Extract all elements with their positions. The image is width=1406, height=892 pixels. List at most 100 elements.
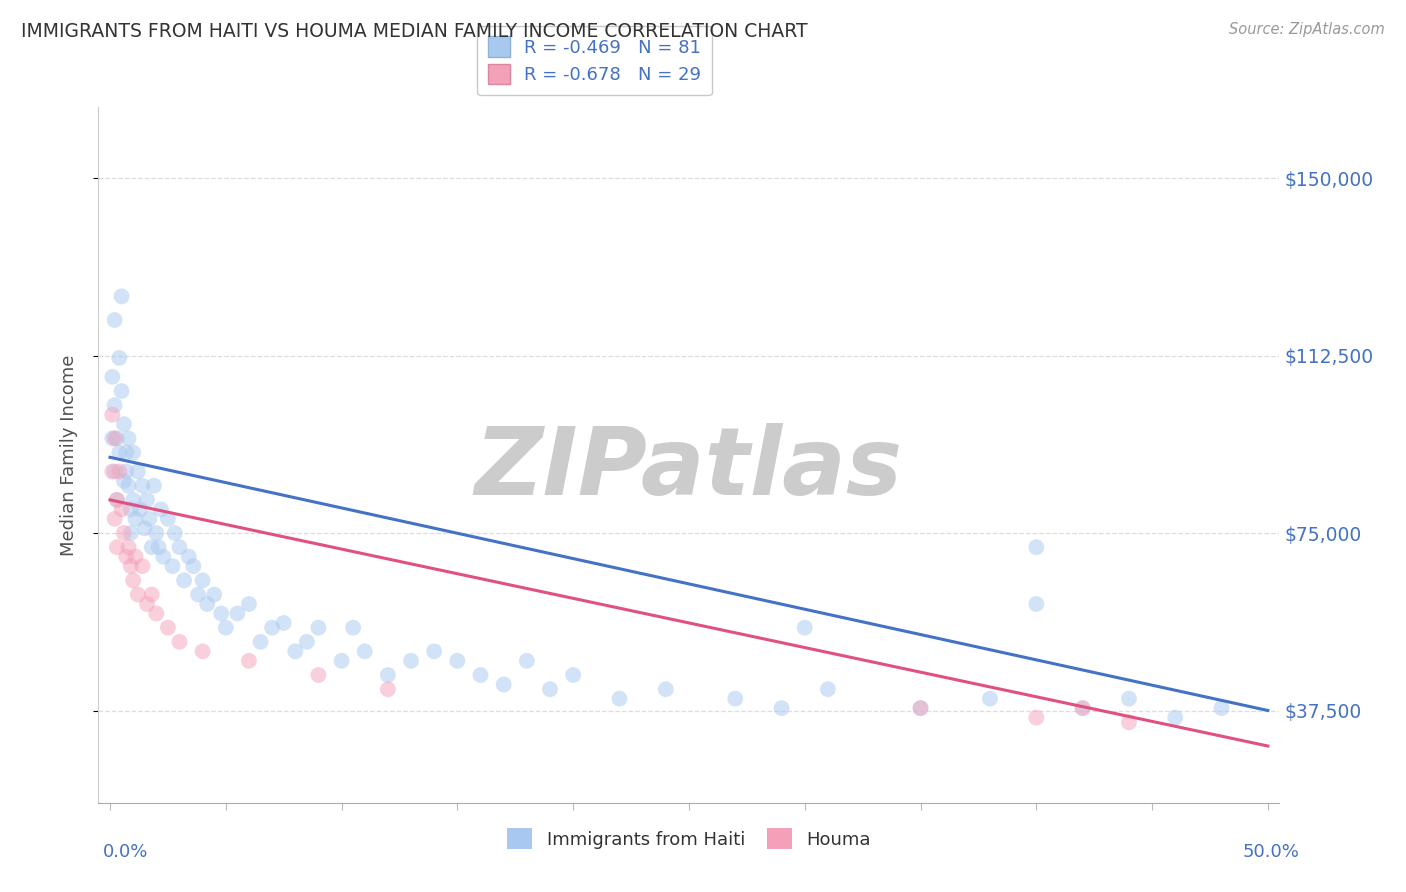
Point xyxy=(127,588,149,602)
Point xyxy=(105,431,128,445)
Point xyxy=(101,465,124,479)
Point xyxy=(1025,540,1047,554)
Point xyxy=(399,654,422,668)
Point xyxy=(110,384,132,398)
Point xyxy=(112,474,135,488)
Point xyxy=(145,607,167,621)
Point xyxy=(138,512,160,526)
Point xyxy=(262,621,284,635)
Point xyxy=(249,635,271,649)
Point xyxy=(538,682,561,697)
Point xyxy=(162,559,184,574)
Point xyxy=(195,597,218,611)
Point xyxy=(209,607,232,621)
Point xyxy=(226,607,249,621)
Point xyxy=(446,654,468,668)
Point xyxy=(156,512,179,526)
Point xyxy=(131,478,153,492)
Point xyxy=(1211,701,1233,715)
Point xyxy=(979,691,1001,706)
Point xyxy=(101,408,124,422)
Point xyxy=(104,313,127,327)
Point xyxy=(655,682,678,697)
Point xyxy=(342,621,364,635)
Point xyxy=(163,526,186,541)
Point xyxy=(112,417,135,432)
Point xyxy=(122,492,145,507)
Point xyxy=(609,691,631,706)
Point xyxy=(377,682,399,697)
Point xyxy=(141,540,163,554)
Point xyxy=(330,654,353,668)
Point xyxy=(152,549,174,564)
Point xyxy=(136,492,159,507)
Point xyxy=(105,492,128,507)
Point xyxy=(177,549,200,564)
Point xyxy=(910,701,932,715)
Point xyxy=(105,540,128,554)
Y-axis label: Median Family Income: Median Family Income xyxy=(59,354,77,556)
Point xyxy=(104,398,127,412)
Point xyxy=(108,465,131,479)
Point xyxy=(117,540,139,554)
Point xyxy=(1071,701,1094,715)
Point xyxy=(110,502,132,516)
Point xyxy=(307,668,329,682)
Point xyxy=(156,621,179,635)
Text: Source: ZipAtlas.com: Source: ZipAtlas.com xyxy=(1229,22,1385,37)
Point xyxy=(120,526,142,541)
Point xyxy=(793,621,815,635)
Text: 50.0%: 50.0% xyxy=(1243,843,1299,861)
Point xyxy=(470,668,492,682)
Point xyxy=(173,574,195,588)
Point xyxy=(108,445,131,459)
Point xyxy=(149,502,172,516)
Point xyxy=(117,431,139,445)
Point xyxy=(724,691,747,706)
Text: IMMIGRANTS FROM HAITI VS HOUMA MEDIAN FAMILY INCOME CORRELATION CHART: IMMIGRANTS FROM HAITI VS HOUMA MEDIAN FA… xyxy=(21,22,807,41)
Point xyxy=(112,526,135,541)
Point xyxy=(148,540,170,554)
Point xyxy=(110,289,132,303)
Point xyxy=(187,588,209,602)
Point xyxy=(273,615,295,630)
Point xyxy=(122,445,145,459)
Point xyxy=(238,597,260,611)
Point xyxy=(115,445,138,459)
Point xyxy=(122,574,145,588)
Legend: Immigrants from Haiti, Houma: Immigrants from Haiti, Houma xyxy=(499,822,879,856)
Point xyxy=(120,559,142,574)
Point xyxy=(183,559,205,574)
Point xyxy=(284,644,307,658)
Point xyxy=(817,682,839,697)
Point xyxy=(115,465,138,479)
Point xyxy=(215,621,238,635)
Point xyxy=(1164,710,1187,724)
Point xyxy=(1025,597,1047,611)
Text: ZIPatlas: ZIPatlas xyxy=(475,423,903,515)
Point xyxy=(169,540,191,554)
Text: 0.0%: 0.0% xyxy=(103,843,148,861)
Point xyxy=(104,431,127,445)
Point xyxy=(191,644,214,658)
Point xyxy=(562,668,585,682)
Point xyxy=(1071,701,1094,715)
Point xyxy=(101,369,124,384)
Point xyxy=(307,621,329,635)
Point xyxy=(169,635,191,649)
Point xyxy=(127,465,149,479)
Point xyxy=(141,588,163,602)
Point xyxy=(104,465,127,479)
Point xyxy=(124,549,146,564)
Point xyxy=(134,521,156,535)
Point xyxy=(124,512,146,526)
Point xyxy=(295,635,318,649)
Point xyxy=(143,478,166,492)
Point xyxy=(377,668,399,682)
Point xyxy=(1118,691,1140,706)
Point xyxy=(108,351,131,365)
Point xyxy=(120,502,142,516)
Point xyxy=(105,492,128,507)
Point xyxy=(136,597,159,611)
Point xyxy=(238,654,260,668)
